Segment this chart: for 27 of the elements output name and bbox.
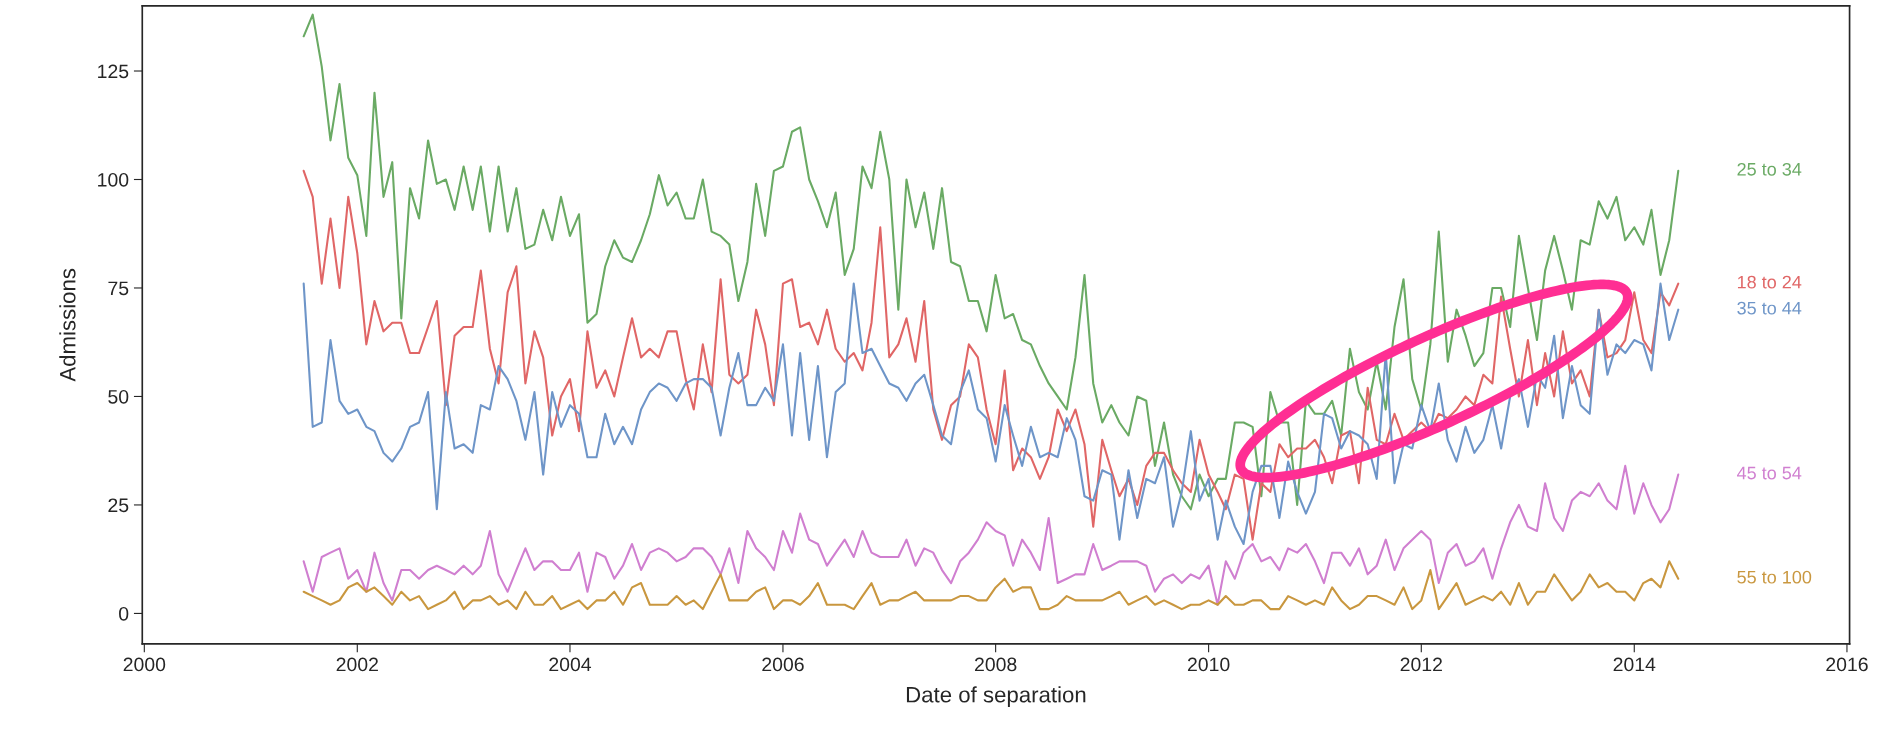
x-tick-label: 2014 — [1613, 657, 1656, 672]
y-tick-label: 75 — [108, 281, 129, 296]
y-tick-label: 50 — [108, 389, 129, 404]
text: 35 to 44 — [1737, 301, 1802, 315]
y-tick-label: 100 — [98, 172, 129, 187]
y-tick-label: 25 — [108, 498, 129, 513]
line-series — [302, 560, 1680, 611]
text: 25 to 34 — [1737, 162, 1802, 176]
x-axis-title: Date of separation — [906, 686, 1086, 707]
text: 18 to 24 — [1737, 275, 1802, 289]
text: 45 to 54 — [1737, 466, 1802, 480]
x-tick-label: 2016 — [1826, 657, 1868, 672]
y-tick-label: 0 — [119, 606, 129, 621]
y-axis-title: Admissions — [59, 268, 76, 382]
x-tick-label: 2002 — [336, 657, 378, 672]
x-tick-label: 2000 — [123, 657, 166, 672]
x-tick-label: 2004 — [549, 657, 592, 672]
line-series — [302, 464, 1680, 606]
line-series — [302, 169, 1680, 541]
x-tick-label: 2010 — [1187, 657, 1230, 672]
line-series — [302, 282, 1680, 546]
y-tick-label: 125 — [98, 64, 129, 79]
text: 55 to 100 — [1737, 570, 1812, 584]
x-tick-label: 2008 — [974, 657, 1017, 672]
x-tick-label: 2012 — [1400, 657, 1442, 672]
line-series — [302, 13, 1680, 511]
x-tick-label: 2006 — [762, 657, 804, 672]
